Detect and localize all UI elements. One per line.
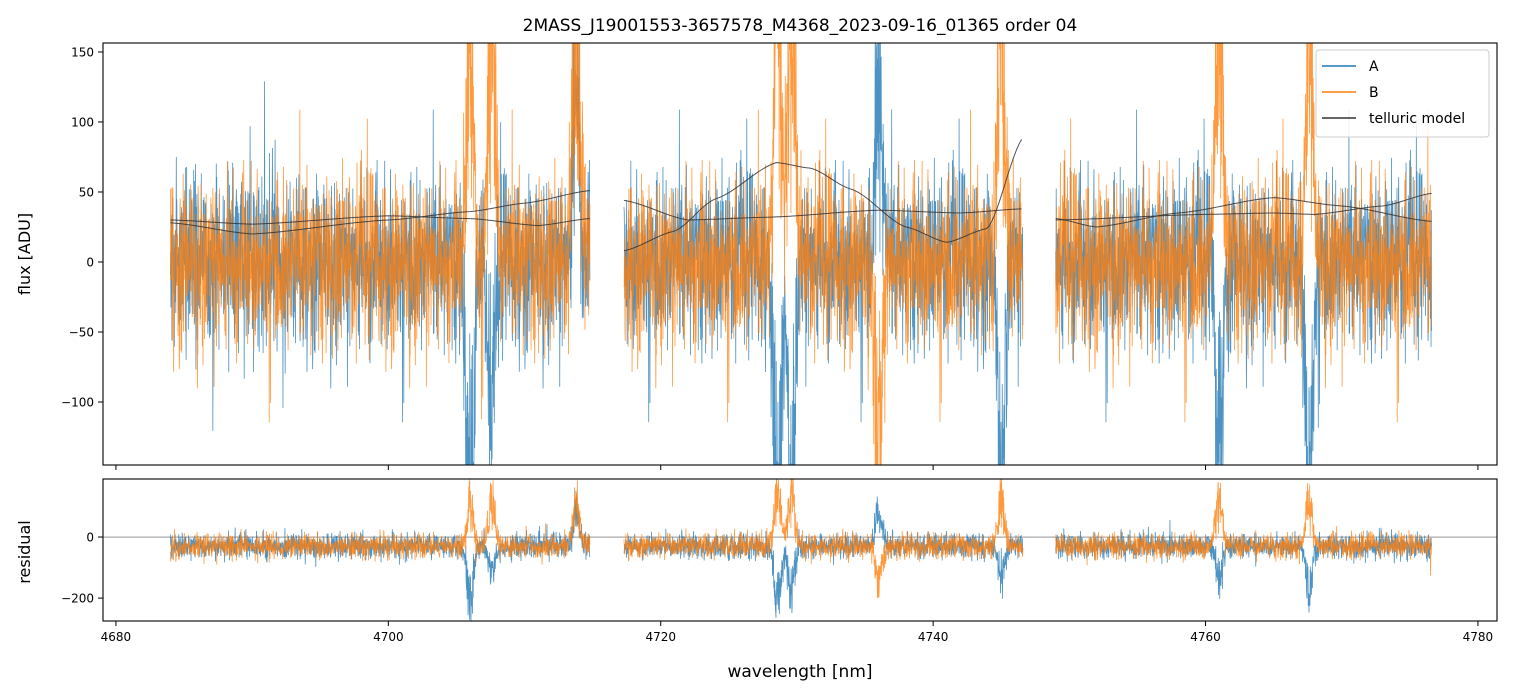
x-axis-label: wavelength [nm]: [727, 662, 872, 682]
legend-label: A: [1369, 59, 1379, 75]
x-tick-label: 4720: [645, 630, 676, 644]
flux-series-A-line: [170, 43, 591, 465]
chart-title: 2MASS_J19001553-3657578_M4368_2023-09-16…: [523, 16, 1078, 36]
y-axis-label-residual: residual: [15, 520, 34, 583]
x-tick-label: 4740: [918, 630, 949, 644]
telluric-model-line: [623, 199, 1022, 221]
x-tick-label: 4680: [101, 630, 132, 644]
residual-axes-frame: [102, 478, 1498, 622]
y-tick-label: −100: [61, 395, 94, 409]
legend-label: B: [1369, 85, 1379, 101]
x-tick-label: 4700: [373, 630, 404, 644]
residual-panel: 4680 4700 4720 4740 4760 4780 −200 0: [61, 478, 1498, 644]
x-tick-label: 4780: [1463, 630, 1494, 644]
flux-series-A-line: [1055, 109, 1432, 465]
flux-plot-area: [170, 43, 1432, 465]
y-tick-label: 0: [86, 255, 94, 269]
residual-plot-area: [103, 479, 1497, 621]
residual-series-B-line: [1055, 482, 1432, 576]
y-tick-label: −200: [61, 592, 94, 606]
telluric-model-line: [170, 190, 590, 235]
residual-series-A-line: [170, 490, 591, 621]
residual-series-B-line: [623, 479, 1024, 599]
y-axis-label-flux: flux [ADU]: [15, 213, 34, 295]
telluric-model-line: [1055, 197, 1432, 228]
x-tick-label: 4760: [1190, 630, 1221, 644]
y-tick-label: 0: [86, 531, 94, 545]
telluric-model-line: [170, 215, 590, 227]
telluric-model-line: [1055, 192, 1432, 221]
y-tick-label: 150: [71, 45, 94, 59]
legend-box: [1315, 49, 1490, 138]
y-tick-label: 50: [79, 185, 94, 199]
residual-series-B-line: [170, 479, 591, 565]
flux-series-B-line: [1055, 43, 1432, 423]
y-tick-label: 100: [71, 115, 94, 129]
y-tick-label: −50: [69, 325, 94, 339]
residual-series-A-line: [1055, 520, 1432, 613]
flux-series-B-line: [623, 43, 1024, 465]
legend-label: telluric model: [1369, 111, 1465, 127]
flux-axes-frame: [102, 42, 1498, 466]
